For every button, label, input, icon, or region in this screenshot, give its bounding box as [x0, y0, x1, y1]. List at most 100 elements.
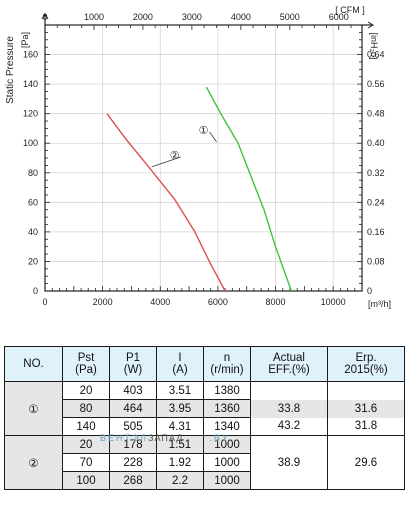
x-tick-label: 10000 [321, 297, 346, 307]
x2-tick-label: 0 [42, 12, 47, 22]
y2-axis-label: [inH₂o] [369, 32, 379, 59]
y-tick-label: 20 [28, 256, 38, 266]
y2-tick-label: 0 [367, 286, 372, 296]
table-cell: 1.92 [156, 453, 204, 472]
performance-table: NO. Pst (Pa) P1 (W) I (A) n (r/min) Actual EF… [4, 346, 405, 490]
header-erp: Erp. 2015(%) [327, 346, 405, 382]
table-cell: 1000 [203, 471, 251, 490]
group-1-eff: 33.8 [250, 399, 328, 418]
table-cell: 1.51 [156, 435, 204, 454]
y-tick-label: 60 [28, 197, 38, 207]
series-line-1 [205, 86, 293, 292]
x-tick-label: 2000 [93, 297, 113, 307]
header-current: I (A) [156, 346, 204, 382]
y-tick-label: 140 [23, 79, 38, 89]
series-annotation: ② [170, 150, 180, 162]
header-actual-eff: Actual EFF.(%) [250, 346, 328, 382]
y-tick-label: 40 [28, 227, 38, 237]
chart-series [106, 86, 293, 292]
x2-tick-label: 1000 [84, 12, 104, 22]
x-tick-label: 6000 [208, 297, 228, 307]
y2-tick-label: 0.56 [367, 79, 385, 89]
table-cell: 464 [109, 399, 157, 418]
x2-tick-label: 6000 [329, 12, 349, 22]
table-cell [250, 435, 328, 454]
table-cell: 20 [62, 435, 110, 454]
y2-tick-label: 0.40 [367, 138, 385, 148]
table-cell: 20 [62, 381, 110, 400]
table-header-row: NO. Pst (Pa) P1 (W) I (A) n (r/min) Actual EF… [4, 346, 405, 382]
group-1-erp: 31.6 [327, 399, 405, 418]
group-2-erp: 29.6 [327, 453, 405, 472]
table-cell: 3.95 [156, 399, 204, 418]
chart-axes [41, 13, 374, 292]
table-cell: 4.31 [156, 417, 204, 436]
x2-tick-label: 5000 [280, 12, 300, 22]
y2-tick-label: 0.08 [367, 256, 385, 266]
table-cell: 268 [109, 471, 157, 490]
x2-tick-label: 3000 [182, 12, 202, 22]
x2-tick-label: 4000 [231, 12, 251, 22]
table-row: 140 505 4.31 1340 43.2 31.8 [5, 417, 405, 436]
table-cell: 403 [109, 381, 157, 400]
y-axis-unit-label: [Pa] [20, 32, 30, 48]
y2-tick-label: 0.48 [367, 109, 385, 119]
x2-tick-label: 2000 [133, 12, 153, 22]
y-tick-label: 120 [23, 109, 38, 119]
table-cell [250, 471, 328, 490]
y-tick-label: 160 [23, 50, 38, 60]
x-tick-label: 8000 [266, 297, 286, 307]
group-1-eff-2: 43.2 [250, 417, 328, 436]
table-row: ② 20 178 1.51 1000 [4, 435, 405, 490]
table-cell [327, 471, 405, 490]
group-1-erp-2: 31.8 [327, 417, 405, 436]
table-cell: 3.51 [156, 381, 204, 400]
group-1-no: ① [4, 381, 63, 436]
y-tick-label: 100 [23, 138, 38, 148]
watermark: ВЕНТЭЛЗАПАД .BY [100, 433, 230, 443]
table-cell: 1000 [203, 453, 251, 472]
header-pst: Pst (Pa) [62, 346, 110, 382]
header-p1: P1 (W) [109, 346, 157, 382]
y-axis-arrow-head [41, 13, 49, 20]
table-cell: 80 [62, 399, 110, 418]
y2-tick-label: 0.16 [367, 227, 385, 237]
x-tick-label: 0 [42, 297, 47, 307]
x-tick-label: 4000 [150, 297, 170, 307]
table-cell: 1360 [203, 399, 251, 418]
y2-tick-label: 0.32 [367, 168, 385, 178]
performance-chart: 0 2000 4000 6000 8000 10000020406080100120140… [5, 5, 391, 309]
x2-axis-arrow-head [367, 21, 374, 29]
table-cell [250, 381, 328, 400]
table-cell: 2.2 [156, 471, 204, 490]
y-axis-label: Static Pressure [5, 36, 16, 104]
table-cell [327, 381, 405, 400]
table-cell [327, 435, 405, 454]
table-cell: 505 [109, 417, 157, 436]
y2-tick-label: 0.64 [367, 50, 385, 60]
y-tick-label: 80 [28, 168, 38, 178]
table-cell: 228 [109, 453, 157, 472]
chart-grid [45, 25, 362, 291]
series-annotation: ① [199, 125, 209, 137]
header-no: NO. [4, 346, 63, 382]
annotation-leader [151, 156, 181, 168]
annotation-leader [209, 131, 217, 142]
header-speed: n (r/min) [203, 346, 251, 382]
table-row: 70 228 1.92 1000 38.9 29.6 [5, 453, 405, 472]
y-tick-label: 0 [33, 286, 38, 296]
chart-ticks: 0 2000 4000 6000 8000 10000020406080100120140… [23, 12, 385, 307]
x2-axis-label: [ CFM ] [335, 5, 365, 15]
x-axis-label: [m³/h] [368, 299, 391, 309]
y2-tick-label: 0.24 [367, 197, 385, 207]
table-cell: 70 [62, 453, 110, 472]
table-row: 80 464 3.95 1360 33.8 31.6 [5, 399, 405, 418]
chart-labels: [m³/h] [ CFM ] [inH₂o] Static Pressure [Pa] ①… [5, 5, 391, 309]
group-2-eff: 38.9 [250, 453, 328, 472]
group-2-no: ② [4, 435, 63, 490]
table-cell: 100 [62, 471, 110, 490]
table-row: ① 20 403 3.51 1380 [4, 381, 405, 436]
table-cell: 1380 [203, 381, 251, 400]
table-row: 100 268 2.2 1000 [5, 471, 405, 490]
series-line-2 [106, 113, 226, 292]
